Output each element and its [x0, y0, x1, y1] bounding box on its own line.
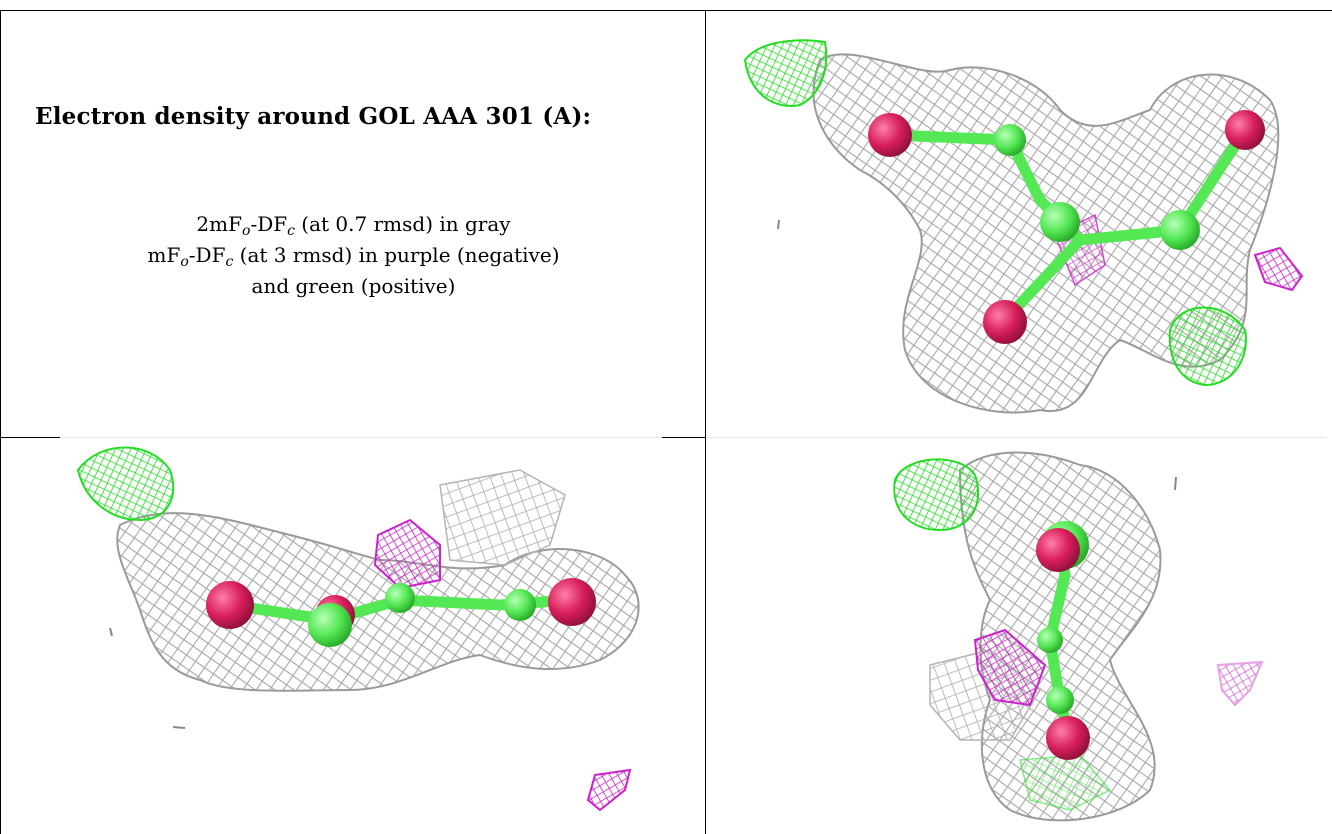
panel-view-2 — [76, 446, 640, 812]
table-middle-rule — [705, 10, 706, 834]
panel-view-1 — [743, 39, 1304, 414]
legend-line-fofc: mFo-DFc (at 3 rmsd) in purple (negative) — [147, 243, 560, 270]
legend-line-2fofc: 2mFo-DFc (at 0.7 rmsd) in gray — [196, 212, 511, 239]
carbon-atom — [1040, 202, 1080, 242]
density-negative-5 — [973, 628, 1047, 707]
density-positive-2 — [1168, 306, 1247, 387]
carbon-atom — [1046, 686, 1074, 714]
figure-heading: Electron density around GOL AAA 301 (A): — [35, 103, 592, 130]
carbon-atom — [1037, 627, 1063, 653]
density-positive-3 — [76, 446, 175, 522]
table-top-rule — [0, 10, 1332, 11]
oxygen-atom — [868, 113, 912, 157]
oxygen-atom — [548, 578, 596, 626]
density-positive-1 — [743, 39, 828, 107]
oxygen-atom — [206, 581, 254, 629]
table-row-rule-left — [0, 437, 60, 438]
density-negative-6 — [1216, 660, 1264, 707]
density-negative-1 — [1253, 246, 1304, 292]
mesh-fragment — [172, 726, 186, 729]
mesh-fragment — [109, 627, 113, 637]
panel-view-3 — [893, 451, 1264, 822]
density-positive-4 — [893, 458, 980, 532]
caption-cell: Electron density around GOL AAA 301 (A):… — [1, 11, 705, 437]
mesh-fragment — [777, 219, 780, 230]
carbon-atom — [385, 583, 415, 613]
oxygen-atom — [1036, 528, 1080, 572]
mesh-fragment — [1174, 476, 1177, 491]
oxygen-atom — [1046, 716, 1090, 760]
oxygen-atom — [1225, 110, 1265, 150]
legend-line-positive: and green (positive) — [251, 274, 456, 298]
density-mesh-2fofc-flap — [439, 469, 566, 566]
density-negative-3 — [373, 518, 441, 590]
oxygen-atom — [983, 300, 1027, 344]
table-row-rule-right — [662, 437, 706, 438]
table-row-rule-far — [706, 437, 1326, 438]
carbon-atom — [1160, 210, 1200, 250]
density-negative-4 — [586, 768, 632, 812]
carbon-atom — [308, 603, 352, 647]
table-row-rule-mid — [60, 437, 662, 438]
carbon-atom — [504, 589, 536, 621]
legend-text: 2mFo-DFc (at 0.7 rmsd) in gray mFo-DFc (… — [1, 209, 705, 302]
carbon-atom — [994, 124, 1026, 156]
table-left-rule — [0, 10, 1, 834]
